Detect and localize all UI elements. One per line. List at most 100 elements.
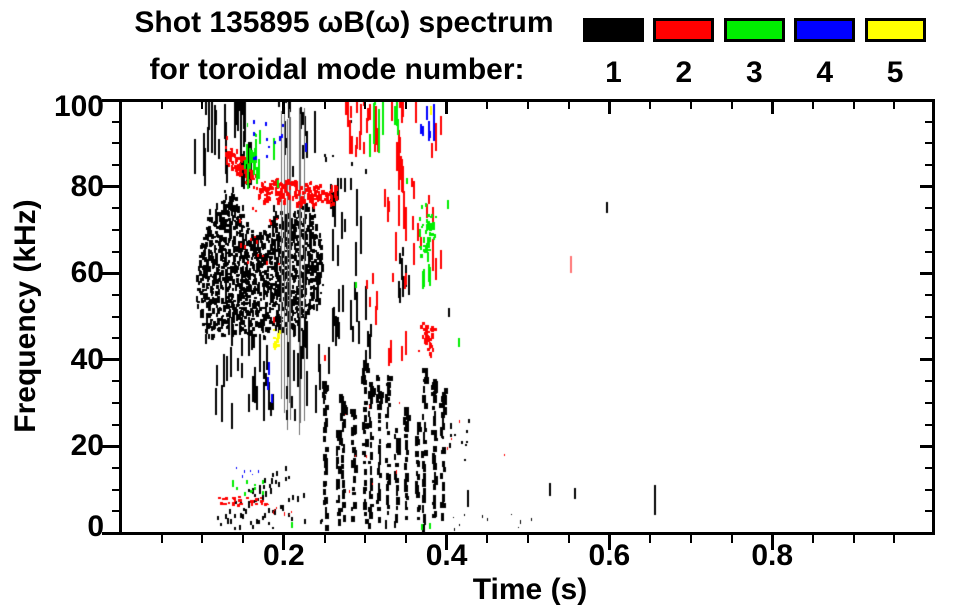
spectrogram-canvas [122, 102, 933, 533]
tick [112, 142, 119, 145]
tick [112, 510, 119, 513]
y-tick-label: 60 [70, 256, 104, 290]
legend-label-5: 5 [886, 56, 904, 89]
tick [102, 444, 119, 448]
tick [567, 535, 570, 543]
tick [282, 101, 286, 114]
x-tick-label: 0.6 [588, 539, 631, 572]
tick [282, 535, 286, 550]
tick [920, 531, 934, 535]
y-tick-label: 0 [87, 510, 104, 543]
tick [112, 250, 119, 253]
tick [323, 535, 326, 543]
tick [852, 101, 855, 109]
tick [486, 101, 489, 109]
tick [689, 535, 692, 543]
tick [567, 101, 570, 109]
tick [102, 98, 119, 102]
tick [102, 531, 119, 535]
x-axis-title: Time (s) [472, 573, 588, 606]
tick [893, 535, 896, 543]
tick [112, 467, 119, 470]
legend: 1 2 3 4 5 [0, 0, 963, 95]
tick [112, 293, 119, 296]
tick [689, 101, 692, 109]
tick [925, 423, 933, 426]
x-tick-label: 0.2 [262, 539, 305, 572]
tick [730, 535, 733, 543]
tick [925, 467, 933, 470]
tick [404, 101, 407, 109]
tick [404, 535, 407, 543]
tick [242, 101, 245, 109]
tick [925, 228, 933, 231]
tick [649, 101, 652, 109]
chart-title-line2: for toroidal mode number: [149, 53, 525, 86]
legend-swatch-5 [864, 18, 926, 42]
legend-swatch-1 [583, 18, 644, 42]
tick [920, 271, 934, 275]
tick [925, 163, 933, 166]
tick [445, 535, 449, 550]
tick [730, 101, 733, 109]
legend-label-1: 1 [605, 56, 622, 89]
tick [770, 101, 774, 114]
tick [112, 315, 119, 318]
y-tick-label: 100 [53, 90, 104, 123]
tick [112, 163, 119, 166]
tick [770, 535, 774, 550]
tick [811, 535, 814, 543]
tick [112, 337, 119, 340]
legend-swatch-2 [653, 18, 715, 42]
tick [486, 535, 489, 543]
tick [364, 535, 367, 543]
tick [201, 101, 204, 109]
tick [811, 101, 814, 109]
tick [607, 535, 611, 550]
legend-swatch-3 [723, 18, 785, 42]
tick [112, 228, 119, 231]
tick [112, 207, 119, 210]
y-tick-label: 40 [70, 342, 104, 376]
tick [925, 207, 933, 210]
tick [925, 337, 933, 340]
tick [102, 185, 119, 189]
x-tick-label: 0.4 [425, 539, 468, 572]
tick [852, 535, 855, 543]
legend-label-3: 3 [745, 56, 763, 89]
tick [102, 271, 119, 275]
tick [160, 101, 163, 109]
y-tick-label: 20 [70, 429, 104, 463]
tick [925, 120, 933, 123]
tick [112, 488, 119, 491]
tick [925, 142, 933, 145]
tick [201, 535, 204, 543]
tick [925, 315, 933, 318]
tick [925, 402, 933, 405]
x-tick-label: 0.8 [751, 539, 794, 572]
tick [893, 101, 896, 109]
tick [925, 293, 933, 296]
tick [102, 358, 119, 362]
tick [112, 380, 119, 383]
y-axis-title: Frequency (kHz) [9, 199, 42, 433]
y-tick-label: 80 [70, 169, 104, 203]
tick [242, 535, 245, 543]
tick [112, 120, 119, 123]
tick [920, 98, 934, 102]
tick [323, 101, 326, 109]
tick [112, 423, 119, 426]
tick [920, 444, 934, 448]
tick [925, 510, 933, 513]
tick [527, 535, 529, 543]
tick [920, 185, 934, 189]
legend-swatch-4 [794, 18, 856, 42]
tick [920, 358, 934, 362]
tick [364, 101, 367, 109]
tick [607, 101, 611, 114]
tick [160, 535, 163, 543]
tick [925, 380, 933, 383]
chart-title-line1: Shot 135895 ωB(ω) spectrum [134, 6, 554, 39]
tick [445, 101, 449, 114]
